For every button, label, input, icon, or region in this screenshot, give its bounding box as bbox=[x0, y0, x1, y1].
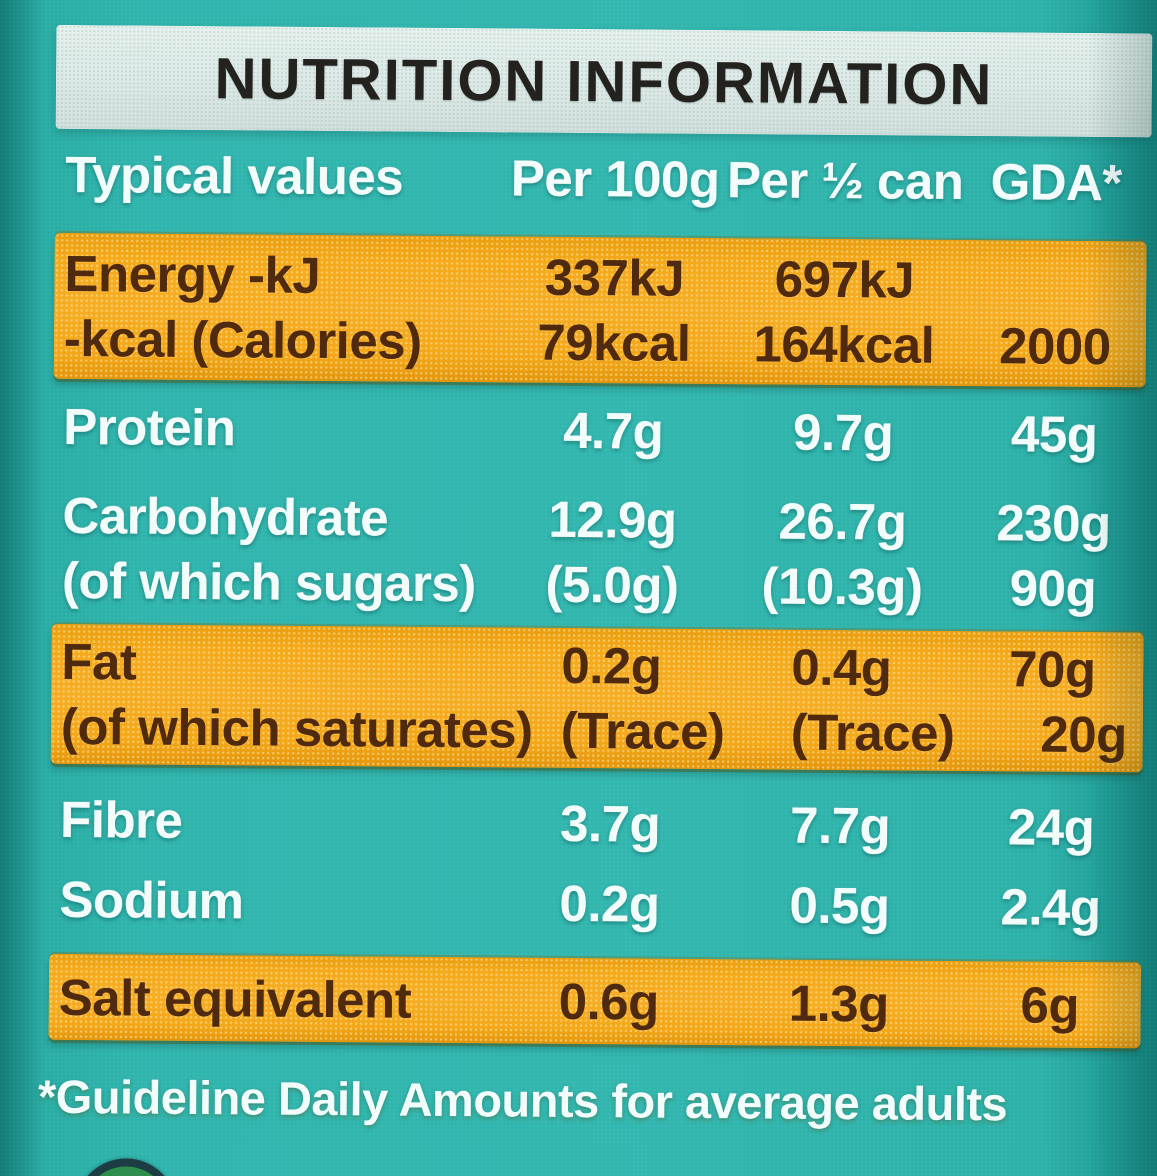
nutrient-label: (of which sugars) bbox=[61, 551, 476, 613]
row-line: Protein 4.7g 9.7g 45g bbox=[53, 393, 1145, 467]
row-line: (of which sugars) (5.0g) (10.3g) 90g bbox=[52, 548, 1144, 622]
value-per-100g: 0.2g bbox=[561, 636, 662, 695]
value-per-100g: 3.7g bbox=[559, 794, 661, 853]
value-per-half-can: 7.7g bbox=[789, 796, 891, 854]
value-per-100g: (5.0g) bbox=[545, 555, 679, 614]
value-per-half-can: 0.5g bbox=[789, 876, 890, 934]
value-per-half-can: 0.4g bbox=[791, 638, 892, 697]
value-gda: 45g bbox=[1010, 404, 1098, 463]
row-protein: Protein 4.7g 9.7g 45g bbox=[53, 393, 1145, 468]
value-per-half-can: 164kcal bbox=[753, 315, 935, 374]
row-line: Fibre 3.7g 7.7g 24g bbox=[50, 786, 1142, 860]
value-per-half-can: 697kJ bbox=[774, 250, 915, 309]
value-gda: 6g bbox=[1020, 975, 1080, 1034]
nutrient-label: (of which saturates) bbox=[60, 697, 533, 759]
nutrient-label: Protein bbox=[63, 397, 236, 456]
column-header-per-half-can: Per ½ can bbox=[726, 150, 964, 210]
value-per-half-can: (Trace) bbox=[790, 703, 955, 762]
row-fat: Fat 0.2g 0.4g 70g (of which saturates) (… bbox=[50, 623, 1144, 773]
row-line: Fat 0.2g 0.4g 70g bbox=[51, 629, 1143, 703]
value-gda: 2.4g bbox=[1000, 877, 1101, 936]
row-line: Energy -kJ 337kJ 697kJ bbox=[54, 241, 1146, 315]
row-fibre: Fibre 3.7g 7.7g 24g bbox=[50, 786, 1142, 861]
value-gda: 2000 bbox=[998, 317, 1111, 376]
value-per-100g: (Trace) bbox=[560, 701, 725, 761]
nutrient-label: Fat bbox=[61, 632, 137, 691]
value-per-100g: 79kcal bbox=[537, 313, 691, 372]
value-per-100g: 337kJ bbox=[544, 248, 685, 307]
value-per-100g: 4.7g bbox=[562, 401, 664, 460]
value-gda: 230g bbox=[996, 494, 1111, 553]
page-title: NUTRITION INFORMATION bbox=[214, 45, 994, 117]
nutrient-label: Fibre bbox=[59, 790, 183, 849]
value-per-half-can: 9.7g bbox=[792, 403, 894, 461]
value-gda: 20g bbox=[1040, 705, 1128, 764]
row-line: Salt equivalent 0.6g 1.3g 6g bbox=[49, 964, 1141, 1038]
value-per-half-can: 26.7g bbox=[778, 492, 907, 551]
value-per-100g: 12.9g bbox=[548, 490, 677, 549]
value-per-100g: 0.2g bbox=[559, 874, 660, 933]
row-line: Carbohydrate 12.9g 26.7g 230g bbox=[52, 483, 1144, 557]
value-gda: 24g bbox=[1007, 797, 1095, 856]
row-carbohydrate: Carbohydrate 12.9g 26.7g 230g (of which … bbox=[52, 483, 1145, 622]
row-salt-equivalent: Salt equivalent 0.6g 1.3g 6g bbox=[48, 953, 1142, 1049]
value-per-half-can: 1.3g bbox=[788, 974, 890, 1032]
row-line: -kcal (Calories) 79kcal 164kcal 2000 bbox=[54, 306, 1146, 380]
value-per-half-can: (10.3g) bbox=[761, 557, 923, 616]
value-per-100g: 0.6g bbox=[558, 972, 660, 1031]
nutrient-label: Sodium bbox=[59, 870, 244, 929]
column-header-gda: GDA* bbox=[990, 152, 1123, 211]
row-line: Sodium 0.2g 0.5g 2.4g bbox=[49, 866, 1141, 940]
title-bar: NUTRITION INFORMATION bbox=[55, 24, 1153, 138]
column-header-typical-values: Typical values bbox=[65, 145, 404, 206]
column-header-row: Typical values Per 100g Per ½ can GDA* bbox=[55, 141, 1147, 216]
column-header-per-100g: Per 100g bbox=[510, 148, 720, 208]
row-energy: Energy -kJ 337kJ 697kJ -kcal (Calories) … bbox=[53, 232, 1147, 388]
nutrient-label: Energy -kJ bbox=[64, 244, 321, 304]
nutrient-label: -kcal (Calories) bbox=[63, 309, 422, 370]
gda-footnote: *Guideline Daily Amounts for average adu… bbox=[37, 1069, 1008, 1131]
row-line: (of which saturates) (Trace) (Trace) 20g bbox=[51, 694, 1143, 768]
recycle-mark-icon bbox=[74, 1158, 178, 1176]
column-header-line: Typical values Per 100g Per ½ can GDA* bbox=[55, 141, 1147, 215]
value-gda: 90g bbox=[1009, 559, 1097, 618]
nutrient-label: Salt equivalent bbox=[58, 968, 412, 1029]
value-gda: 70g bbox=[1008, 640, 1096, 699]
row-sodium: Sodium 0.2g 0.5g 2.4g bbox=[49, 866, 1141, 941]
nutrient-label: Carbohydrate bbox=[62, 486, 389, 547]
value-gda bbox=[964, 281, 1146, 282]
